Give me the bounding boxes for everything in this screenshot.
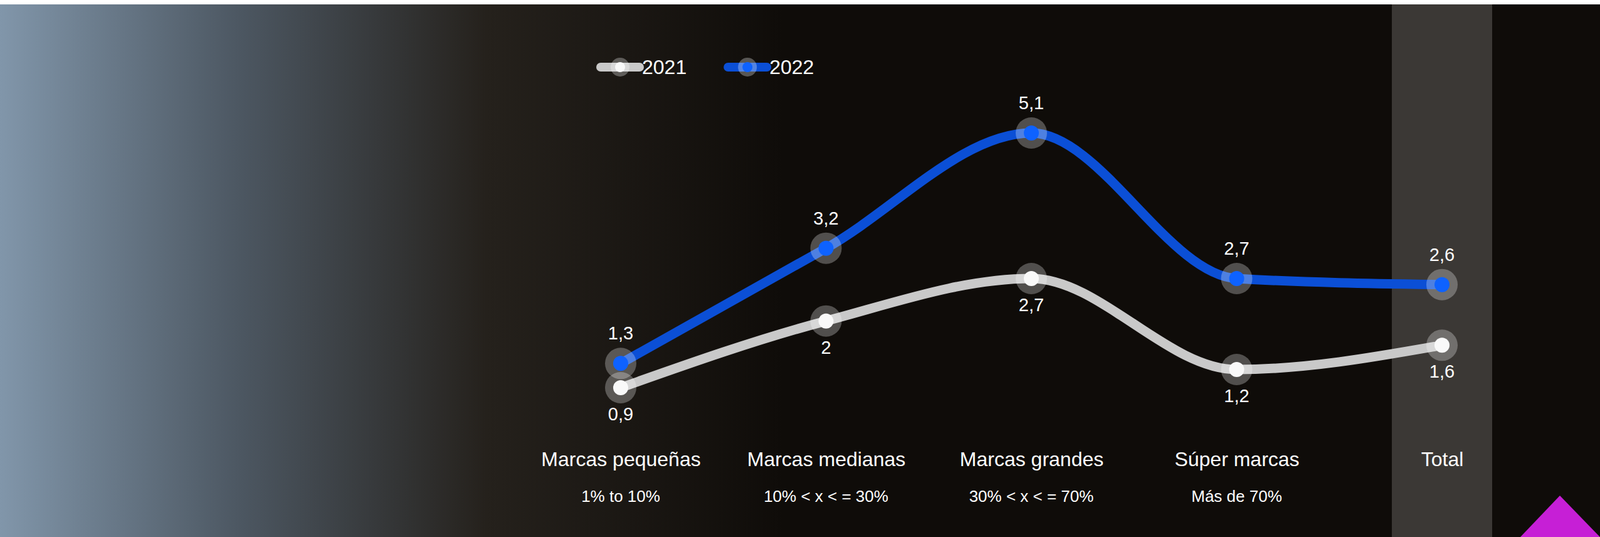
data-label: 2,7	[1223, 238, 1249, 259]
series-line	[620, 132, 1443, 364]
data-label: 0,9	[608, 403, 634, 424]
legend-label: 2022	[769, 55, 814, 79]
marker	[1434, 277, 1450, 293]
x-tick: Marcas grandes	[959, 446, 1104, 471]
x-axis: Marcas pequeñas Marcas medianas Marcas gra…	[541, 446, 1464, 471]
data-label: 2	[820, 337, 831, 358]
legend-marker	[742, 62, 753, 73]
marker	[1023, 270, 1039, 286]
marker	[613, 379, 629, 395]
x-sublabel: 30% < x < = 70%	[969, 486, 1095, 506]
x-sublabels: 1% to 10% 10% < x < = 30% 30% < x < = 70% M…	[581, 486, 1283, 506]
marker-halo	[1015, 262, 1048, 295]
legend: 2021 2022	[600, 55, 814, 79]
x-sublabel: Más de 70%	[1191, 486, 1283, 506]
legend-marker	[615, 62, 626, 73]
marker	[1229, 361, 1245, 377]
x-tick: Marcas pequeñas	[541, 446, 701, 471]
corner-decoration	[1520, 495, 1600, 537]
marker	[1023, 125, 1039, 141]
data-label: 2,7	[1018, 294, 1044, 315]
marker	[818, 313, 834, 329]
x-tick: Total	[1421, 446, 1464, 471]
chart: 0,9 2 2,7 1,2 1,6 1,3 3,2 5,1 2,7 2,6 Marcas peque…	[0, 0, 1600, 537]
data-label: 1,2	[1223, 385, 1249, 406]
data-label: 5,1	[1018, 92, 1044, 113]
x-tick-label: Súper marcas	[1174, 447, 1300, 471]
marker-halo	[810, 232, 843, 264]
x-tick-label: Marcas medianas	[747, 447, 906, 471]
top-strip	[0, 0, 1600, 5]
legend-swatch	[727, 62, 767, 72]
marker	[1229, 270, 1245, 286]
total-band	[1391, 4, 1493, 537]
legend-label: 2021	[642, 55, 687, 79]
marker-halo	[1221, 262, 1253, 295]
photo-area	[0, 0, 784, 537]
background	[0, 0, 1600, 537]
legend-item: 2021	[600, 55, 687, 79]
marker-halo	[1426, 329, 1458, 361]
data-labels: 0,9 2 2,7 1,2 1,6 1,3 3,2 5,1 2,7 2,6	[608, 92, 1455, 424]
x-sublabel: 1% to 10%	[581, 486, 661, 506]
marks	[605, 117, 1458, 404]
legend-marker-halo	[610, 57, 630, 77]
x-tick: Súper marcas	[1174, 446, 1300, 471]
marker	[613, 355, 629, 371]
data-label: 2,6	[1429, 244, 1455, 265]
legend-marker-halo	[737, 57, 757, 77]
x-tick-label: Marcas grandes	[959, 447, 1104, 471]
marker-halo	[1221, 353, 1253, 385]
marker-halo	[605, 347, 637, 379]
marker-halo	[1426, 268, 1458, 301]
x-sublabel: 10% < x < = 30%	[763, 486, 889, 506]
x-tick-label: Marcas pequeñas	[541, 447, 701, 471]
legend-swatch	[600, 62, 640, 72]
x-tick-label: Total	[1421, 447, 1464, 471]
marker-halo	[810, 305, 843, 337]
marker-halo	[1015, 117, 1048, 149]
marker	[818, 240, 834, 256]
legend-item: 2022	[727, 55, 814, 79]
data-label: 1,6	[1429, 361, 1455, 382]
marker	[1434, 337, 1450, 353]
data-label: 1,3	[608, 322, 634, 343]
x-tick: Marcas medianas	[747, 446, 906, 471]
data-label: 3,2	[813, 208, 839, 229]
